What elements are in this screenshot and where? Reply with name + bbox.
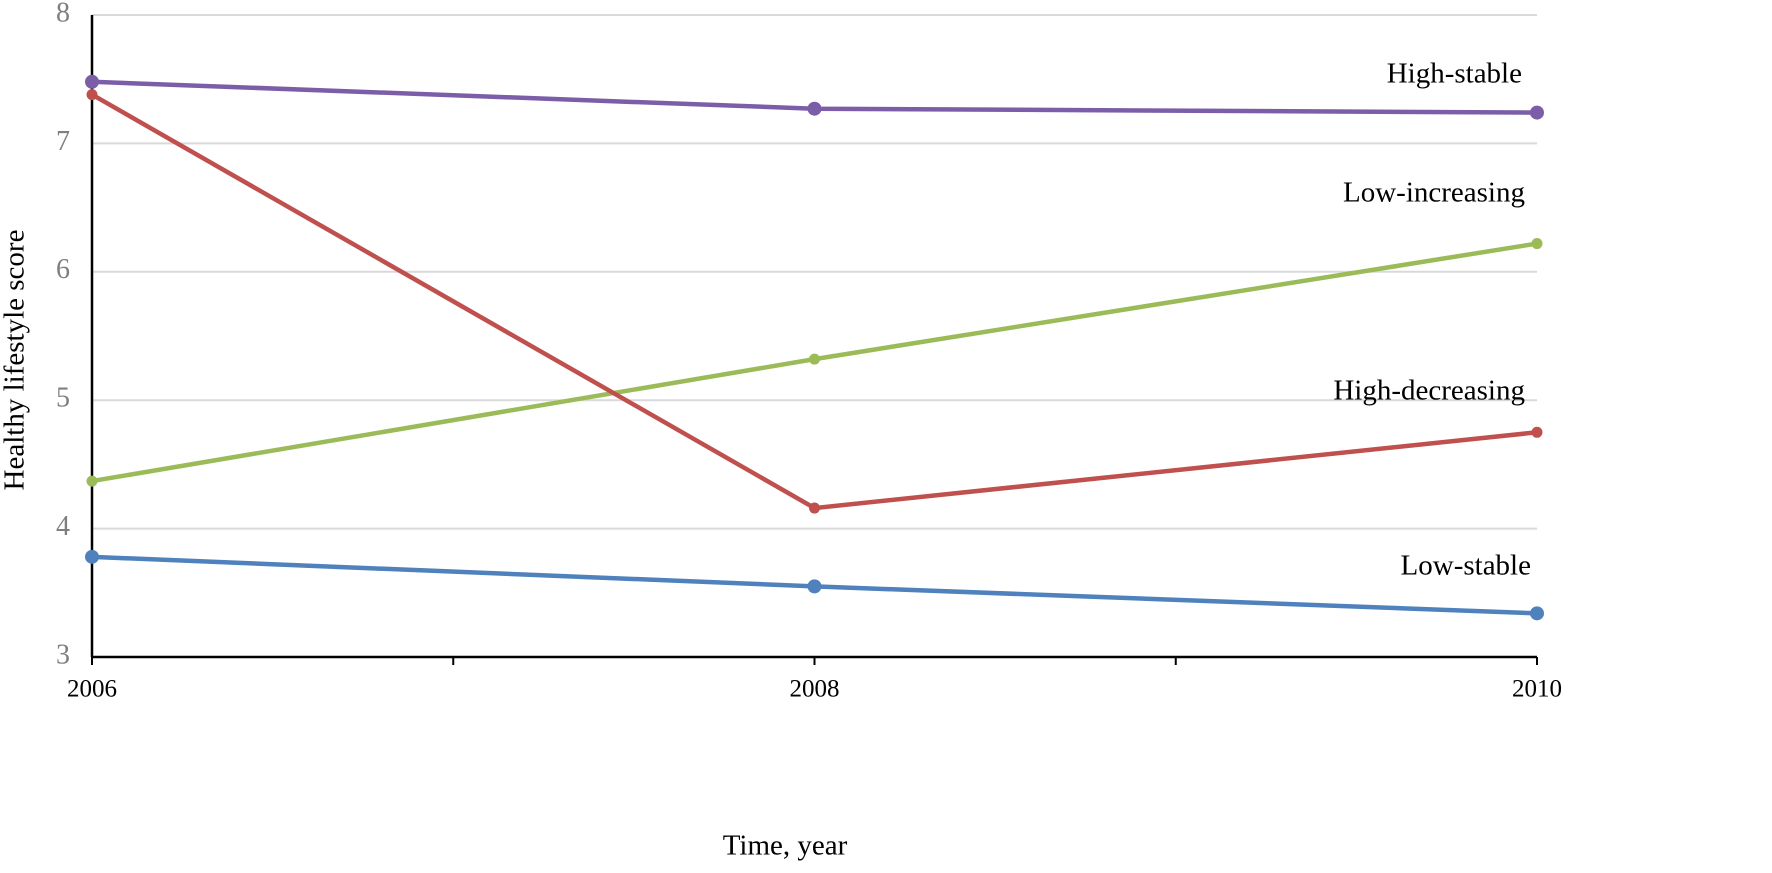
- y-tick-label: 5: [56, 383, 70, 414]
- series-label: High-stable: [1387, 58, 1522, 90]
- point: [1531, 426, 1543, 438]
- point: [809, 502, 820, 514]
- point: [86, 475, 98, 487]
- x-tick-label: 2010: [1512, 676, 1562, 703]
- point: [1530, 606, 1544, 621]
- series-label: Low-increasing: [1343, 177, 1525, 209]
- point: [809, 353, 820, 365]
- y-tick-label: 4: [56, 511, 70, 542]
- y-tick-label: 7: [56, 126, 70, 157]
- y-tick-label: 8: [56, 0, 70, 28]
- point: [1531, 238, 1543, 250]
- point: [86, 89, 98, 101]
- series-label: Low-stable: [1401, 550, 1531, 582]
- x-axis-title: Time, year: [723, 830, 848, 862]
- point: [807, 579, 822, 594]
- y-tick-label: 3: [56, 639, 70, 670]
- point: [85, 549, 99, 564]
- point: [1530, 105, 1544, 120]
- x-tick-label: 2008: [790, 676, 840, 703]
- point: [85, 74, 99, 89]
- y-axis-title: Healthy lifestyle score: [0, 230, 31, 491]
- point: [807, 101, 822, 116]
- x-tick-label: 2006: [67, 676, 117, 703]
- y-tick-label: 6: [56, 254, 70, 285]
- series-label: High-decreasing: [1333, 375, 1525, 407]
